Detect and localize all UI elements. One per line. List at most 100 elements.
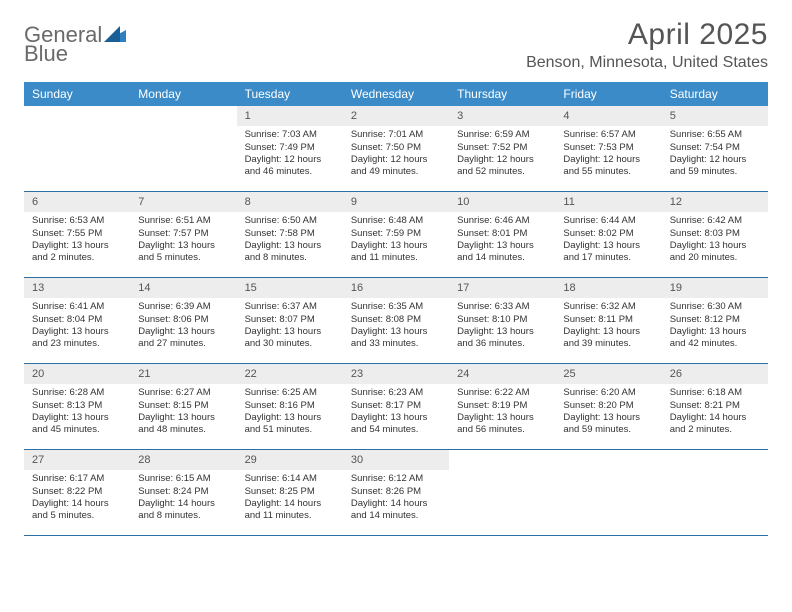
day-cell: 30Sunrise: 6:12 AMSunset: 8:26 PMDayligh…	[343, 450, 449, 536]
day-content: Sunrise: 6:27 AMSunset: 8:15 PMDaylight:…	[130, 384, 236, 442]
sunrise-line: Sunrise: 7:01 AM	[351, 129, 441, 141]
location: Benson, Minnesota, United States	[526, 54, 768, 72]
day-content: Sunrise: 6:28 AMSunset: 8:13 PMDaylight:…	[24, 384, 130, 442]
sunset-line: Sunset: 8:13 PM	[32, 400, 122, 412]
weekday-header: Sunday	[24, 82, 130, 106]
calendar-body: 1Sunrise: 7:03 AMSunset: 7:49 PMDaylight…	[24, 106, 768, 536]
day-number: 25	[555, 364, 661, 384]
day-cell: 27Sunrise: 6:17 AMSunset: 8:22 PMDayligh…	[24, 450, 130, 536]
day-number: 28	[130, 450, 236, 470]
sunset-line: Sunset: 8:01 PM	[457, 228, 547, 240]
daylight-line: Daylight: 13 hours and 42 minutes.	[670, 326, 760, 351]
calendar-header-row: SundayMondayTuesdayWednesdayThursdayFrid…	[24, 82, 768, 106]
sunrise-line: Sunrise: 6:44 AM	[563, 215, 653, 227]
sunrise-line: Sunrise: 6:48 AM	[351, 215, 441, 227]
sunrise-line: Sunrise: 6:39 AM	[138, 301, 228, 313]
sunset-line: Sunset: 8:03 PM	[670, 228, 760, 240]
day-content: Sunrise: 6:59 AMSunset: 7:52 PMDaylight:…	[449, 126, 555, 184]
sunset-line: Sunset: 7:50 PM	[351, 142, 441, 154]
sunrise-line: Sunrise: 6:18 AM	[670, 387, 760, 399]
day-cell: 28Sunrise: 6:15 AMSunset: 8:24 PMDayligh…	[130, 450, 236, 536]
day-number: 20	[24, 364, 130, 384]
weekday-header: Tuesday	[237, 82, 343, 106]
day-number: 15	[237, 278, 343, 298]
sunrise-line: Sunrise: 6:50 AM	[245, 215, 335, 227]
daylight-line: Daylight: 13 hours and 5 minutes.	[138, 240, 228, 265]
day-content: Sunrise: 6:22 AMSunset: 8:19 PMDaylight:…	[449, 384, 555, 442]
day-cell: 3Sunrise: 6:59 AMSunset: 7:52 PMDaylight…	[449, 106, 555, 192]
sunset-line: Sunset: 7:59 PM	[351, 228, 441, 240]
sunset-line: Sunset: 8:24 PM	[138, 486, 228, 498]
daylight-line: Daylight: 12 hours and 49 minutes.	[351, 154, 441, 179]
sunrise-line: Sunrise: 6:32 AM	[563, 301, 653, 313]
sunrise-line: Sunrise: 6:59 AM	[457, 129, 547, 141]
daylight-line: Daylight: 13 hours and 30 minutes.	[245, 326, 335, 351]
day-cell: 5Sunrise: 6:55 AMSunset: 7:54 PMDaylight…	[662, 106, 768, 192]
daylight-line: Daylight: 13 hours and 20 minutes.	[670, 240, 760, 265]
day-number: 10	[449, 192, 555, 212]
sunrise-line: Sunrise: 6:55 AM	[670, 129, 760, 141]
sunrise-line: Sunrise: 6:33 AM	[457, 301, 547, 313]
sunset-line: Sunset: 7:52 PM	[457, 142, 547, 154]
day-content: Sunrise: 6:33 AMSunset: 8:10 PMDaylight:…	[449, 298, 555, 356]
day-number: 17	[449, 278, 555, 298]
day-number: 12	[662, 192, 768, 212]
sunset-line: Sunset: 8:17 PM	[351, 400, 441, 412]
daylight-line: Daylight: 12 hours and 55 minutes.	[563, 154, 653, 179]
day-content: Sunrise: 6:42 AMSunset: 8:03 PMDaylight:…	[662, 212, 768, 270]
day-cell: 18Sunrise: 6:32 AMSunset: 8:11 PMDayligh…	[555, 278, 661, 364]
daylight-line: Daylight: 13 hours and 33 minutes.	[351, 326, 441, 351]
day-number: 6	[24, 192, 130, 212]
sunset-line: Sunset: 8:12 PM	[670, 314, 760, 326]
day-content: Sunrise: 6:25 AMSunset: 8:16 PMDaylight:…	[237, 384, 343, 442]
sunrise-line: Sunrise: 6:14 AM	[245, 473, 335, 485]
day-number: 7	[130, 192, 236, 212]
day-cell: 17Sunrise: 6:33 AMSunset: 8:10 PMDayligh…	[449, 278, 555, 364]
daylight-line: Daylight: 13 hours and 14 minutes.	[457, 240, 547, 265]
sunset-line: Sunset: 8:22 PM	[32, 486, 122, 498]
day-cell: 22Sunrise: 6:25 AMSunset: 8:16 PMDayligh…	[237, 364, 343, 450]
daylight-line: Daylight: 13 hours and 11 minutes.	[351, 240, 441, 265]
sunset-line: Sunset: 7:53 PM	[563, 142, 653, 154]
day-content: Sunrise: 6:14 AMSunset: 8:25 PMDaylight:…	[237, 470, 343, 528]
day-number: 14	[130, 278, 236, 298]
day-content: Sunrise: 6:53 AMSunset: 7:55 PMDaylight:…	[24, 212, 130, 270]
day-cell: 9Sunrise: 6:48 AMSunset: 7:59 PMDaylight…	[343, 192, 449, 278]
sunrise-line: Sunrise: 6:27 AM	[138, 387, 228, 399]
day-cell: 13Sunrise: 6:41 AMSunset: 8:04 PMDayligh…	[24, 278, 130, 364]
sunset-line: Sunset: 8:10 PM	[457, 314, 547, 326]
sunrise-line: Sunrise: 6:37 AM	[245, 301, 335, 313]
day-cell: 4Sunrise: 6:57 AMSunset: 7:53 PMDaylight…	[555, 106, 661, 192]
sunrise-line: Sunrise: 6:42 AM	[670, 215, 760, 227]
month-title: April 2025	[526, 18, 768, 52]
day-cell: 20Sunrise: 6:28 AMSunset: 8:13 PMDayligh…	[24, 364, 130, 450]
day-number: 13	[24, 278, 130, 298]
day-content: Sunrise: 6:48 AMSunset: 7:59 PMDaylight:…	[343, 212, 449, 270]
daylight-line: Daylight: 13 hours and 45 minutes.	[32, 412, 122, 437]
daylight-line: Daylight: 13 hours and 51 minutes.	[245, 412, 335, 437]
day-number: 29	[237, 450, 343, 470]
daylight-line: Daylight: 12 hours and 52 minutes.	[457, 154, 547, 179]
sunset-line: Sunset: 7:55 PM	[32, 228, 122, 240]
sunset-line: Sunset: 8:02 PM	[563, 228, 653, 240]
day-number: 30	[343, 450, 449, 470]
day-cell: 8Sunrise: 6:50 AMSunset: 7:58 PMDaylight…	[237, 192, 343, 278]
weekday-header: Wednesday	[343, 82, 449, 106]
header: General Blue April 2025 Benson, Minnesot…	[24, 18, 768, 72]
day-cell: 26Sunrise: 6:18 AMSunset: 8:21 PMDayligh…	[662, 364, 768, 450]
day-content: Sunrise: 6:17 AMSunset: 8:22 PMDaylight:…	[24, 470, 130, 528]
daylight-line: Daylight: 14 hours and 8 minutes.	[138, 498, 228, 523]
daylight-line: Daylight: 14 hours and 11 minutes.	[245, 498, 335, 523]
sunrise-line: Sunrise: 6:25 AM	[245, 387, 335, 399]
daylight-line: Daylight: 13 hours and 59 minutes.	[563, 412, 653, 437]
empty-cell	[130, 106, 236, 192]
sunset-line: Sunset: 7:57 PM	[138, 228, 228, 240]
day-cell: 6Sunrise: 6:53 AMSunset: 7:55 PMDaylight…	[24, 192, 130, 278]
day-content: Sunrise: 7:03 AMSunset: 7:49 PMDaylight:…	[237, 126, 343, 184]
sunrise-line: Sunrise: 6:22 AM	[457, 387, 547, 399]
sunrise-line: Sunrise: 6:23 AM	[351, 387, 441, 399]
weekday-header: Saturday	[662, 82, 768, 106]
day-cell: 29Sunrise: 6:14 AMSunset: 8:25 PMDayligh…	[237, 450, 343, 536]
empty-cell	[555, 450, 661, 536]
day-cell: 23Sunrise: 6:23 AMSunset: 8:17 PMDayligh…	[343, 364, 449, 450]
